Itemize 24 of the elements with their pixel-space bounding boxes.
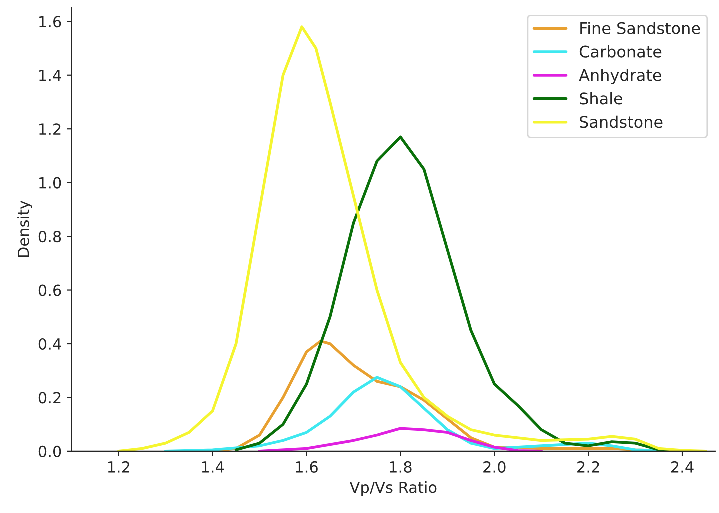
y-tick-label: 0.6	[38, 284, 62, 296]
x-axis-title: Vp/Vs Ratio	[350, 482, 437, 496]
legend-label: Shale	[580, 92, 623, 105]
y-tick-label: 0.8	[38, 231, 62, 243]
x-tick-label: 1.6	[296, 461, 318, 473]
legend-label: Fine Sandstone	[580, 22, 700, 34]
line-series	[258, 427, 543, 452]
y-tick-label: 0.0	[38, 446, 62, 458]
x-tick-label: 1.2	[108, 461, 130, 473]
legend-label: Carbonate	[580, 46, 662, 58]
x-tick-label: 1.4	[202, 462, 224, 473]
y-tick-label: 1.0	[40, 177, 62, 189]
legend-label: Anhydrate	[579, 68, 662, 84]
x-tick-label: 2.2	[578, 461, 600, 473]
y-tick-label: 0.2	[38, 392, 61, 404]
x-tick-label: 2.0	[484, 461, 506, 473]
y-tick-label: 0.4	[38, 338, 62, 350]
legend-label: Sandstone	[580, 116, 663, 128]
y-axis-title: Density	[18, 200, 32, 258]
x-tick-label: 2.4	[671, 461, 694, 473]
y-tick-label: 1.2	[40, 124, 61, 135]
y-tick-label: 1.4	[40, 70, 62, 82]
x-tick-label: 1.8	[390, 461, 412, 473]
y-tick-label: 1.6	[40, 16, 62, 28]
